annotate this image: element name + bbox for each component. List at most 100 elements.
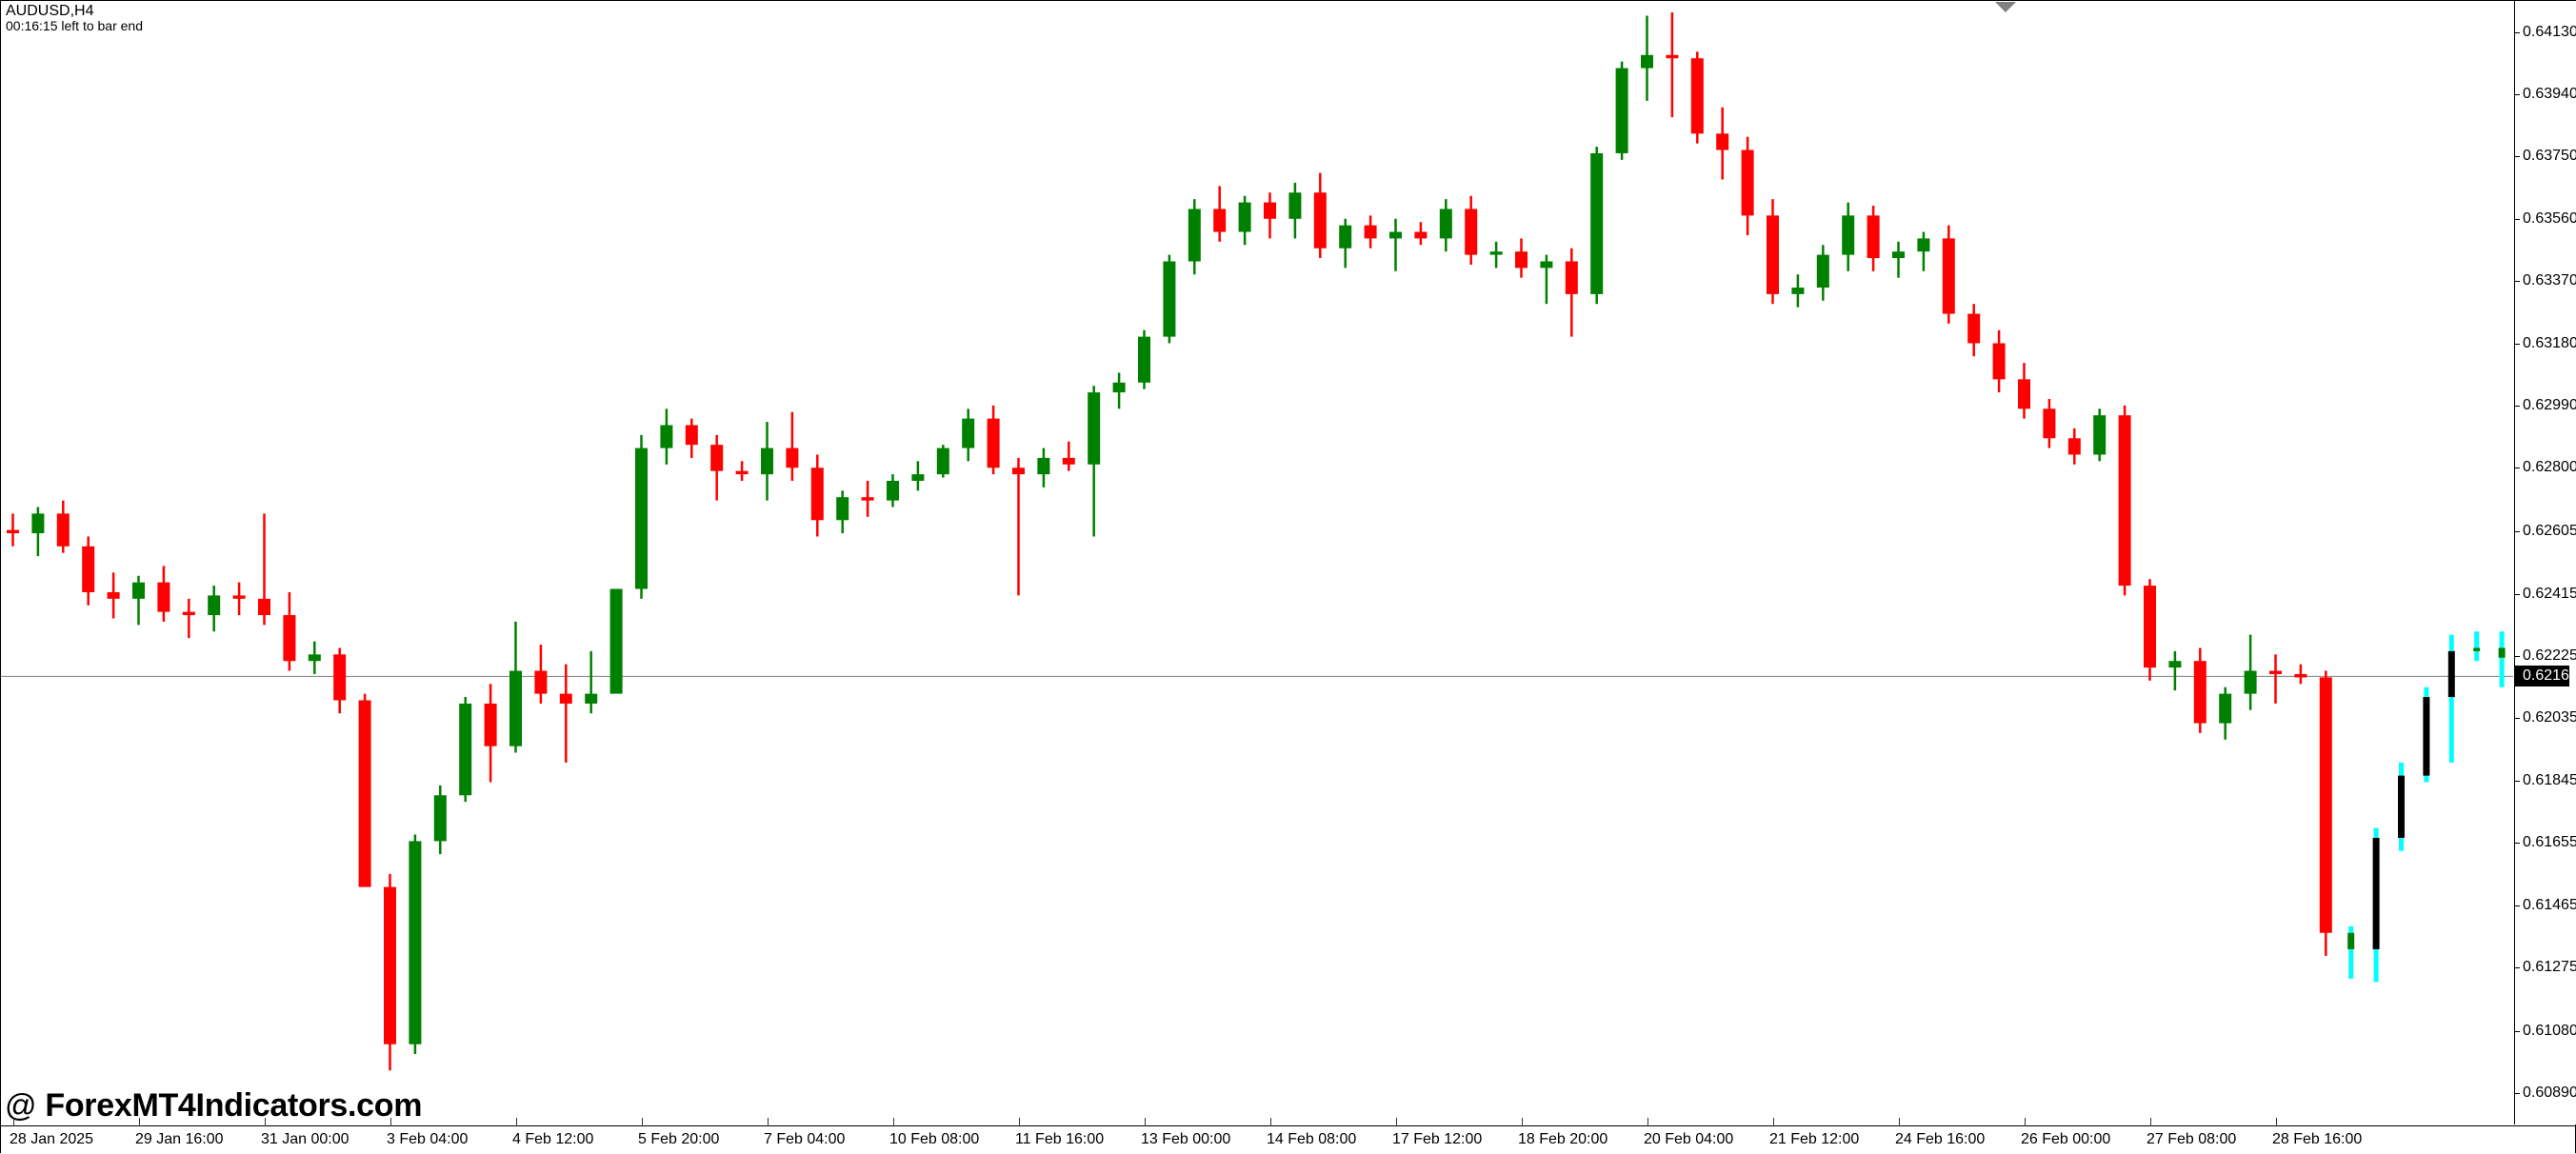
candlestick [509, 621, 522, 753]
candle-body [2473, 647, 2481, 651]
price-tick [2515, 780, 2520, 782]
price-axis-label: 0.62225 [2523, 647, 2576, 665]
price-tick [2515, 656, 2520, 658]
candle-body [1062, 457, 1075, 465]
time-tick [265, 1118, 266, 1126]
candlestick [308, 641, 321, 674]
time-axis-label: 18 Feb 20:00 [1518, 1131, 1608, 1147]
candlestick [810, 454, 824, 537]
candle-body [685, 425, 698, 446]
price-axis-label: 0.61655 [2523, 834, 2576, 851]
price-axis-label: 0.63940 [2523, 86, 2576, 103]
time-tick [516, 1118, 517, 1126]
time-axis-label: 20 Feb 04:00 [1644, 1131, 1734, 1147]
candlestick [2319, 670, 2332, 956]
candle-body [1138, 336, 1150, 383]
chart-plot-area[interactable] [1, 1, 2513, 1124]
candle-body [484, 703, 497, 746]
candlestick [1867, 206, 1880, 271]
candle-body [2193, 661, 2207, 724]
candle-body [1816, 254, 1829, 288]
candlestick [534, 645, 548, 704]
watermark-label: ForexMT4Indicators.com [45, 1087, 423, 1124]
candlestick [2118, 405, 2131, 596]
candlestick [433, 785, 447, 855]
candlestick [1264, 192, 1276, 239]
candle-body [2219, 693, 2232, 724]
chart-header: AUDUSD,H4 00:16:15 left to bar end [6, 3, 143, 33]
candle-body [2144, 586, 2156, 668]
candle-body [333, 654, 347, 701]
price-axis-label: 0.62035 [2523, 709, 2576, 726]
candlestick [761, 422, 773, 501]
candle-body [283, 615, 296, 662]
candlestick [1892, 241, 1905, 278]
candle-body [358, 700, 371, 887]
candlestick [1163, 254, 1176, 344]
candle-body [987, 418, 1000, 468]
candle-body [660, 425, 673, 448]
candle-body [2294, 673, 2307, 678]
candlestick [1590, 147, 1604, 305]
candlestick [2372, 827, 2380, 983]
candle-body [31, 513, 45, 534]
price-axis-label: 0.61080 [2523, 1022, 2576, 1039]
time-axis-label: 4 Feb 12:00 [512, 1131, 594, 1147]
candle-body [1767, 215, 1779, 294]
candle-body [585, 693, 598, 704]
time-tick [1522, 1118, 1523, 1126]
candlestick [2294, 664, 2307, 685]
time-axis-label: 3 Feb 04:00 [387, 1131, 469, 1147]
price-axis-label: 0.62990 [2523, 396, 2576, 413]
candlestick [2244, 634, 2257, 710]
candlestick [258, 513, 270, 626]
candle-body [1992, 343, 2006, 380]
candle-body [258, 598, 270, 616]
price-axis[interactable]: 0.64130 0.63940 0.63750 0.63560 0.63370 0.631… [2514, 1, 2576, 1124]
time-axis-label: 17 Feb 12:00 [1392, 1131, 1483, 1147]
candlestick [1942, 225, 1955, 324]
candle-body [735, 470, 749, 475]
time-axis[interactable]: 28 Jan 2025 29 Jan 16:00 31 Jan 00:00 3 Feb… [1, 1118, 2575, 1154]
candle-body [887, 480, 899, 501]
candlestick [333, 647, 347, 714]
candle-body [1967, 313, 1981, 344]
price-tick [2515, 94, 2520, 96]
candle-body [1716, 133, 1729, 150]
candlestick [459, 697, 472, 803]
time-axis-label: 11 Feb 16:00 [1015, 1131, 1105, 1147]
candlestick [1816, 245, 1829, 301]
candle-body [1439, 209, 1452, 239]
candlestick [132, 575, 145, 626]
price-tick [2515, 1093, 2520, 1095]
time-tick [1145, 1118, 1146, 1126]
candle-body [962, 418, 975, 448]
time-axis-label: 28 Feb 16:00 [2272, 1131, 2363, 1147]
candle-body [2067, 438, 2081, 455]
price-axis-label: 0.63750 [2523, 148, 2576, 165]
candle-body [2447, 650, 2455, 698]
price-tick [2515, 405, 2520, 407]
price-axis-label: 0.62605 [2523, 523, 2576, 540]
candle-body [2498, 647, 2506, 658]
candlestick [107, 572, 120, 619]
candle-body [2423, 697, 2430, 776]
candle-body [2118, 415, 2131, 587]
candlestick [1288, 182, 1302, 239]
candlestick [409, 834, 422, 1055]
candle-body [1741, 149, 1754, 216]
candle-body [132, 582, 145, 599]
candle-body [1942, 238, 1955, 314]
candle-body [107, 591, 120, 599]
candlestick [1313, 172, 1327, 259]
candle-body [1264, 202, 1276, 219]
candlestick [2144, 579, 2156, 681]
price-axis-label: 0.60890 [2523, 1084, 2576, 1102]
candlestick [962, 408, 975, 462]
candlestick [1012, 457, 1025, 596]
time-axis-label: 14 Feb 08:00 [1267, 1131, 1357, 1147]
price-tick [2515, 156, 2520, 158]
candle-body [1791, 288, 1805, 294]
candlestick [2067, 428, 2081, 465]
symbol-timeframe-label: AUDUSD,H4 [6, 3, 94, 19]
